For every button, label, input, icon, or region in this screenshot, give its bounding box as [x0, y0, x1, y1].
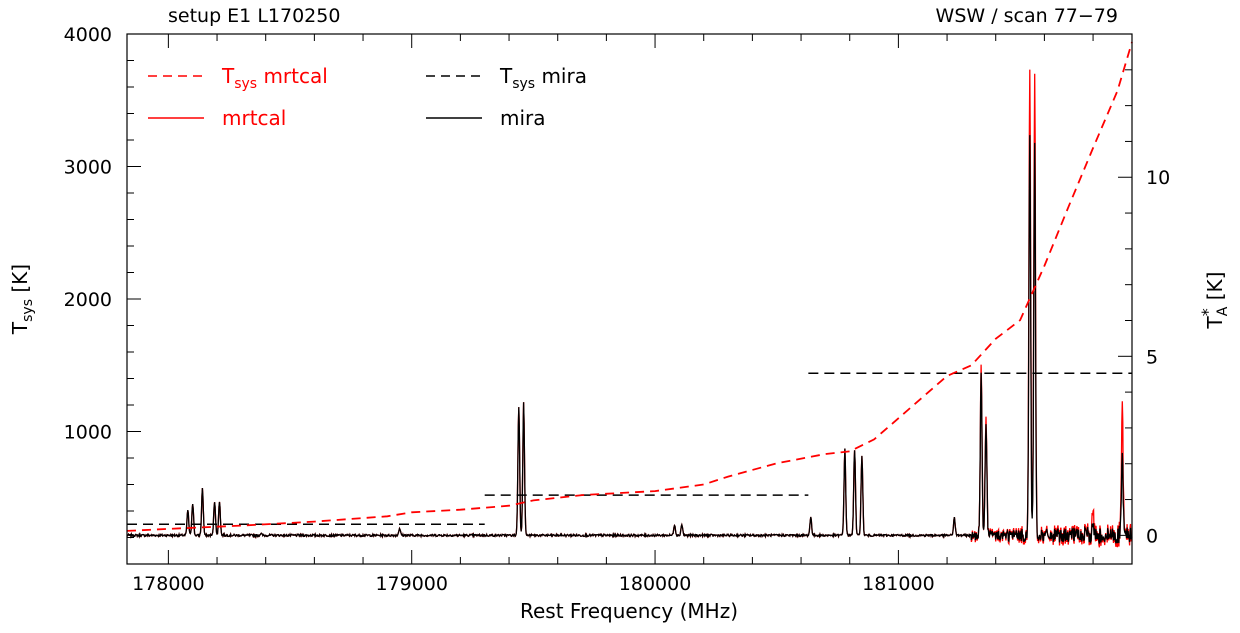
x-axis-label: Rest Frequency (MHz): [520, 599, 738, 623]
series-tsys-mrtcal-curve: [126, 41, 1133, 532]
legend-label-text: mrtcal: [257, 64, 328, 88]
y-right-tick-label: 10: [1146, 167, 1170, 189]
y-left-label-unit: [K]: [8, 264, 32, 299]
y-axis-left-label: Tsys [K]: [8, 264, 36, 335]
legend-label-text: mira: [535, 64, 587, 88]
y-right-label-unit: [K]: [1203, 272, 1227, 307]
y-left-tick-label: 3000: [64, 157, 112, 179]
series-mira-spectrum: [126, 135, 1133, 544]
x-tick-label: 181000: [862, 573, 935, 595]
y-axis-right-label: T*A [K]: [1198, 272, 1231, 330]
y-right-label-base: T: [1203, 315, 1227, 329]
legend-label-tsys_mira: Tsys mira: [499, 64, 587, 92]
y-left-label-sub: sys: [20, 299, 36, 322]
legend-label-sub: sys: [234, 76, 257, 92]
series-mrtcal-spectrum: [126, 69, 1133, 548]
axis-layer: 178000 179000 180000 181000 1000 2000 3000 4000…: [64, 24, 1171, 595]
x-tick-label: 179000: [375, 573, 448, 595]
y-left-tick-label: 2000: [64, 289, 112, 311]
y-right-label-sub: A: [1215, 306, 1231, 316]
legend-label-sub: sys: [512, 76, 535, 92]
series-layer: [126, 41, 1133, 548]
legend-label-spec_mira: mira: [500, 106, 546, 130]
legend-label-tsys_mrtcal: Tsys mrtcal: [221, 64, 328, 92]
x-tick-label: 180000: [619, 573, 692, 595]
header-setup-label: setup E1 L170250: [168, 5, 340, 27]
x-tick-label: 178000: [132, 573, 205, 595]
y-right-tick-label: 0: [1146, 525, 1158, 547]
y-left-tick-label: 4000: [64, 24, 112, 46]
y-left-label-base: T: [8, 321, 32, 335]
legend-label-base: T: [499, 64, 513, 88]
legend-label-base: T: [221, 64, 235, 88]
y-right-label-sup: *: [1198, 308, 1217, 316]
legend-label-spec_mrtcal: mrtcal: [222, 106, 286, 130]
y-left-tick-label: 1000: [64, 422, 112, 444]
header-scan-label: WSW / scan 77−79: [936, 5, 1118, 27]
y-right-tick-label: 5: [1146, 346, 1158, 368]
